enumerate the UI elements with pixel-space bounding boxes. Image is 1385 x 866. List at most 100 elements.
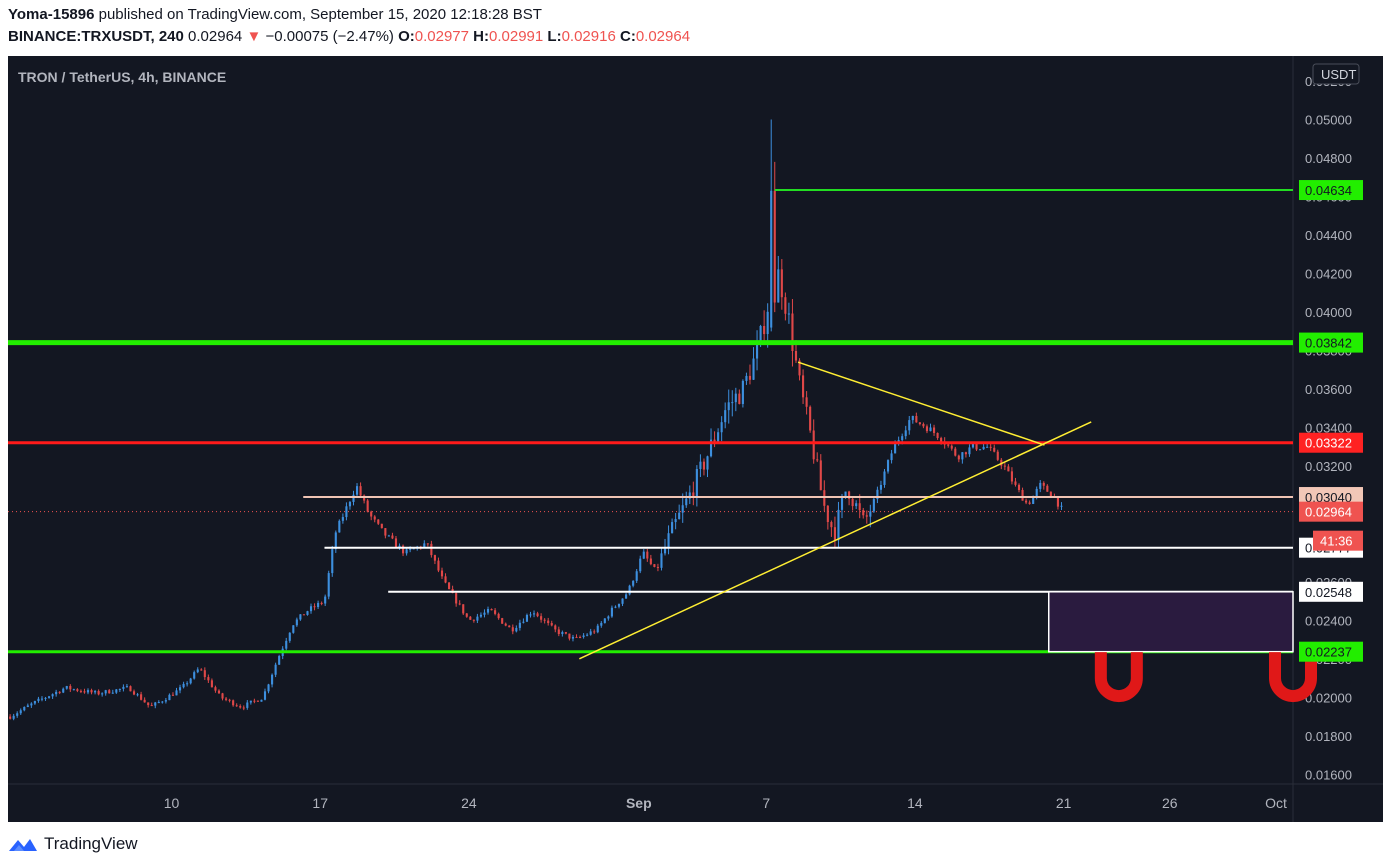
- chart-panel[interactable]: TRON / TetherUS, 4h, BINANCE 0.01600 0.018…: [8, 56, 1383, 822]
- candle-body: [129, 686, 132, 692]
- candle-body: [115, 689, 118, 693]
- currency-box: [1312, 63, 1360, 85]
- candle-body: [373, 516, 376, 520]
- candle-body: [292, 625, 295, 633]
- candle-body: [656, 566, 659, 568]
- candle-body: [787, 313, 790, 315]
- candle-body: [136, 694, 139, 696]
- candle-body: [260, 699, 263, 702]
- candle-body: [249, 700, 252, 703]
- candle-body: [111, 692, 114, 694]
- candle-body: [869, 511, 872, 517]
- candle-body: [58, 691, 61, 693]
- candle-body: [178, 687, 182, 691]
- candle-body: [674, 519, 677, 523]
- countdown-bg: [1313, 530, 1363, 551]
- candle-body: [802, 375, 805, 398]
- candle-body: [1046, 485, 1049, 492]
- candle-body: [384, 528, 387, 536]
- candle-body: [830, 522, 833, 528]
- candle-body: [79, 690, 82, 692]
- candle-body: [954, 448, 957, 456]
- candle-body: [713, 439, 716, 442]
- tradingview-logo-icon: [9, 839, 37, 851]
- candle-body: [699, 461, 702, 470]
- candle-body: [217, 690, 221, 694]
- candle-body: [925, 426, 929, 432]
- candle-body: [48, 696, 51, 698]
- candle-body: [780, 269, 783, 298]
- candle-body: [295, 619, 298, 626]
- x-tick-label: 26: [1162, 795, 1178, 811]
- y-tick-label: 0.02400: [1305, 613, 1352, 628]
- candle-body: [798, 360, 801, 376]
- publisher-name[interactable]: Yoma-15896: [8, 6, 95, 23]
- candle-body: [122, 686, 125, 689]
- close-label: C:: [619, 28, 636, 45]
- candle-body: [256, 700, 259, 702]
- candle-body: [140, 694, 143, 700]
- y-tick-label: 0.04200: [1305, 267, 1352, 282]
- candle-body: [646, 551, 649, 559]
- candle-body: [171, 694, 175, 696]
- candle-body: [317, 602, 320, 608]
- candle-body: [359, 486, 362, 496]
- candle-body: [547, 620, 550, 624]
- candle-body: [826, 505, 829, 523]
- candle-body: [812, 430, 815, 460]
- candle-body: [855, 503, 858, 507]
- candle-body: [660, 553, 663, 568]
- candle-body: [642, 551, 645, 559]
- candle-body: [600, 622, 603, 626]
- candle-body: [894, 443, 897, 454]
- open-value: 0.02977: [414, 28, 469, 45]
- candle-body: [387, 535, 390, 537]
- y-tick-label: 0.03600: [1305, 382, 1352, 397]
- candle-body: [876, 489, 879, 500]
- level-label: 0.02237: [1305, 645, 1352, 660]
- candle-body: [193, 672, 196, 679]
- candle-body: [635, 571, 638, 581]
- candle-body: [586, 634, 589, 636]
- candle-body: [532, 613, 536, 615]
- y-tick-label: 0.04000: [1305, 305, 1352, 320]
- candle-body: [603, 618, 606, 623]
- candle-body: [770, 190, 773, 328]
- candle-body: [1028, 502, 1031, 504]
- candle-body: [741, 380, 744, 404]
- candle-body: [901, 436, 904, 441]
- price-chart[interactable]: TRON / TetherUS, 4h, BINANCE 0.01600 0.018…: [8, 56, 1383, 822]
- candle-body: [724, 410, 727, 423]
- candle-body: [663, 547, 667, 554]
- candle-body: [515, 627, 518, 632]
- candle-body: [748, 375, 752, 380]
- candle-body: [1003, 465, 1006, 467]
- high-label: H:: [473, 28, 489, 45]
- candle-body: [975, 443, 978, 450]
- candle-body: [964, 452, 967, 455]
- candle-body: [794, 350, 798, 361]
- candle-body: [331, 549, 334, 574]
- candle-body: [1007, 466, 1010, 472]
- candle-body: [440, 570, 444, 577]
- candle-body: [16, 713, 19, 716]
- candle-body: [557, 629, 560, 634]
- candle-body: [51, 694, 54, 697]
- candle-body: [320, 602, 323, 604]
- candle-body: [819, 460, 822, 491]
- candle-body: [86, 690, 90, 693]
- candle-body: [543, 619, 546, 621]
- candle-body: [738, 393, 741, 404]
- candle-body: [1056, 496, 1060, 507]
- candle-body: [278, 656, 281, 665]
- candle-body: [678, 512, 681, 520]
- candle-body: [324, 596, 327, 604]
- candle-body: [44, 697, 47, 699]
- candle-body: [147, 702, 150, 706]
- candle-body: [9, 716, 12, 719]
- candle-body: [412, 548, 415, 550]
- symbol-name: BINANCE:TRXUSDT, 240: [8, 28, 184, 45]
- candle-body: [922, 423, 925, 427]
- candle-body: [338, 520, 341, 533]
- candle-body: [472, 619, 475, 621]
